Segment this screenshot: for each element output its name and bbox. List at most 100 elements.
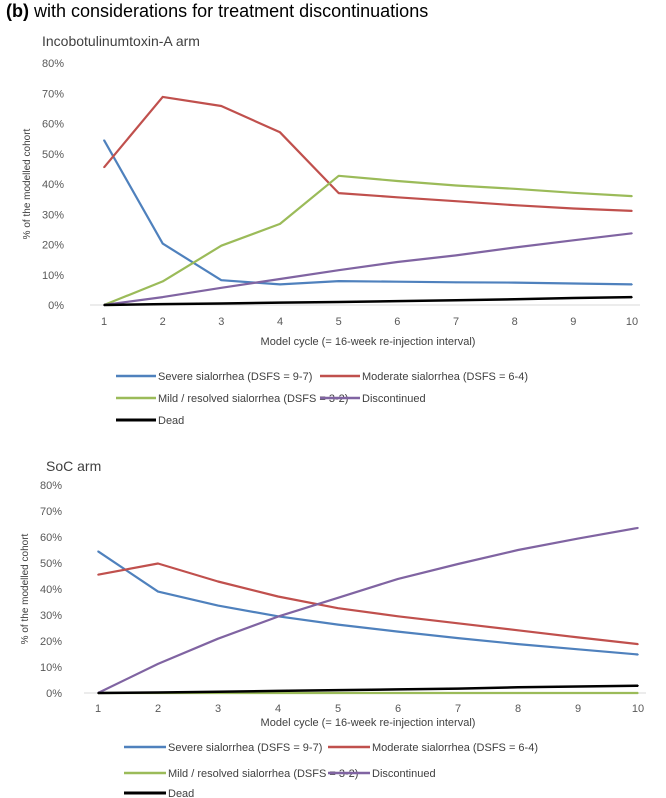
data-point (517, 629, 519, 632)
data-point (337, 597, 339, 599)
data-point (220, 244, 223, 247)
x-tick-label: 2 (160, 316, 166, 328)
data-point (157, 663, 159, 665)
data-point (337, 175, 340, 177)
series-line-severe-sialorrhea-dsfs (103, 139, 633, 286)
data-point (277, 690, 279, 692)
data-point (397, 688, 399, 691)
data-point (220, 286, 223, 289)
data-point (577, 636, 579, 639)
y-tick-label: 40% (40, 584, 62, 596)
x-tick-label: 7 (455, 703, 461, 715)
y-tick-label: 50% (42, 149, 64, 161)
series-line-moderate-sialorrhea-dsfs (103, 95, 633, 212)
data-point (161, 242, 164, 245)
data-point (455, 184, 457, 187)
x-tick-label: 8 (512, 316, 518, 328)
data-point (396, 300, 399, 302)
data-point (637, 692, 639, 694)
y-tick-label: 0% (46, 688, 62, 700)
data-point (217, 580, 219, 583)
data-point (572, 239, 575, 242)
data-point (397, 692, 399, 694)
data-point (397, 578, 399, 580)
series-line-dead (97, 684, 639, 695)
data-point (397, 630, 399, 633)
y-tick-label: 80% (42, 58, 64, 70)
data-point (572, 282, 575, 285)
chart-1: 0% 10% 20% 30% 40% 50% 60% 70% 80% 1 2 3 4 5 6 7 8 9 10 Mod… (22, 58, 640, 427)
data-point (517, 643, 519, 645)
data-point (337, 269, 340, 272)
data-point (513, 281, 516, 284)
data-point (513, 188, 516, 190)
x-tick-label: 8 (515, 703, 521, 715)
data-point (572, 297, 575, 299)
data-point (279, 301, 281, 304)
data-point (577, 685, 579, 688)
data-point (517, 692, 519, 694)
data-point (161, 303, 164, 305)
x-tick-label: 9 (575, 703, 581, 715)
data-point (157, 590, 159, 593)
data-point (631, 283, 633, 286)
y-tick-label: 10% (40, 662, 62, 674)
legend-label: Severe sialorrhea (DSFS = 9-7) (168, 742, 322, 754)
data-point (103, 166, 105, 169)
data-point (337, 689, 339, 691)
data-point (577, 537, 579, 540)
data-point (455, 299, 457, 301)
x-tick-label: 7 (453, 316, 459, 328)
data-point (631, 195, 633, 197)
data-point (396, 196, 399, 199)
y-axis-title: % of the modelled cohort (20, 533, 31, 644)
data-point (277, 615, 279, 618)
data-point (337, 192, 340, 194)
data-point (455, 254, 457, 257)
legend-label: Mild / resolved sialorrhea (DSFS = 3-2) (158, 393, 348, 405)
data-point (277, 595, 279, 598)
series-line-dead (103, 295, 633, 307)
series-line-mild-resolved-sialorrhea-dsfs (103, 174, 633, 307)
x-tick-label: 1 (101, 316, 107, 328)
data-point (337, 301, 340, 303)
legend-label: Discontinued (372, 768, 436, 780)
data-point (455, 200, 457, 203)
data-point (217, 637, 219, 640)
data-point (577, 692, 579, 694)
x-tick-label: 2 (155, 703, 161, 715)
data-point (396, 280, 399, 283)
data-point (279, 278, 281, 280)
x-tick-label: 4 (277, 316, 283, 328)
x-tick-label: 10 (632, 703, 644, 715)
data-point (396, 180, 399, 182)
data-point (337, 623, 339, 626)
data-point (572, 207, 575, 210)
data-point (513, 246, 516, 249)
y-axis-title: % of the modelled cohort (22, 128, 33, 239)
data-point (220, 302, 223, 305)
data-point (457, 637, 459, 639)
data-point (161, 296, 164, 298)
legend-label: Dead (158, 415, 184, 427)
panel-label: (b) (6, 1, 29, 21)
data-point (637, 684, 639, 687)
data-point (103, 139, 105, 141)
chart-2: 0% 10% 20% 30% 40% 50% 60% 70% 80% 1 2 3 4 5 6 7 8 9 10 Mod… (20, 480, 646, 798)
data-point (220, 105, 223, 107)
data-point (637, 643, 639, 645)
data-point (161, 96, 164, 98)
data-point (157, 562, 159, 565)
y-tick-label: 30% (42, 209, 64, 221)
chart-1-title: Incobotulinumtoxin-A arm (42, 33, 200, 49)
data-point (277, 692, 279, 694)
series-line-discontinued (103, 232, 633, 307)
data-point (455, 281, 457, 284)
data-point (577, 648, 579, 651)
x-tick-label: 6 (394, 316, 400, 328)
data-point (631, 210, 633, 212)
x-tick-label: 9 (570, 316, 576, 328)
data-point (217, 604, 219, 607)
data-point (517, 549, 519, 551)
